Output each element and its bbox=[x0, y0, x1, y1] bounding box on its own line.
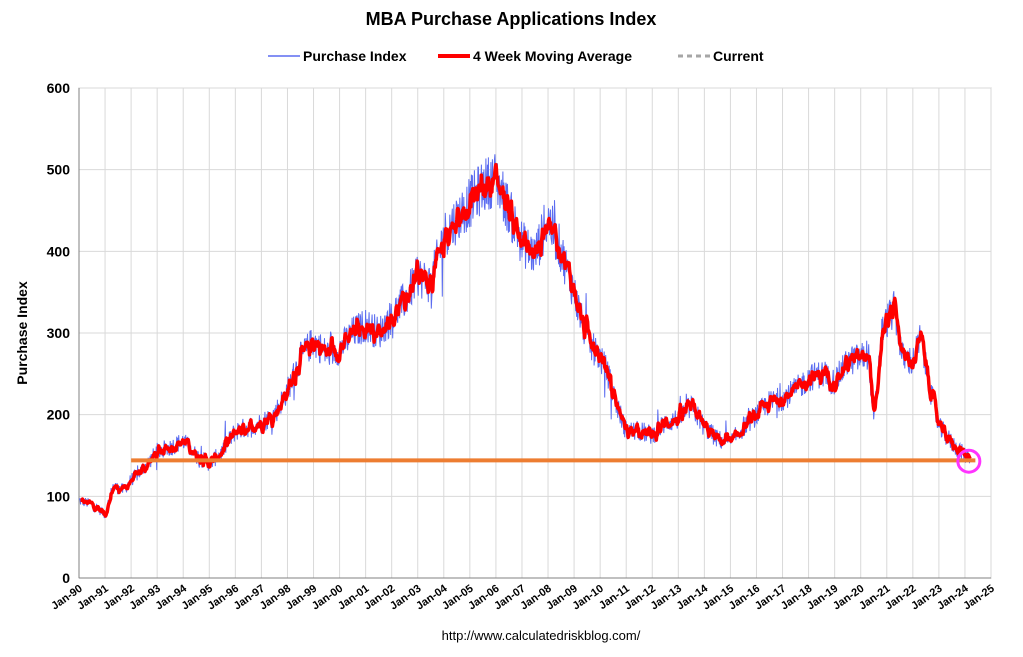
legend: Purchase Index 4 Week Moving Average Cur… bbox=[268, 48, 764, 64]
legend-label-moving-average: 4 Week Moving Average bbox=[473, 48, 632, 64]
current-value-highlight-circle bbox=[956, 448, 982, 474]
legend-label-purchase-index: Purchase Index bbox=[303, 48, 407, 64]
y-tick-label: 400 bbox=[47, 243, 71, 259]
y-axis: 0 100 200 300 400 500 600 bbox=[47, 80, 80, 586]
y-tick-label: 0 bbox=[62, 570, 70, 586]
y-tick-label: 500 bbox=[47, 162, 71, 178]
chart-title: MBA Purchase Applications Index bbox=[366, 9, 657, 29]
y-tick-label: 200 bbox=[47, 407, 71, 423]
source-url: http://www.calculatedriskblog.com/ bbox=[442, 628, 641, 643]
legend-label-current: Current bbox=[713, 48, 764, 64]
y-axis-label: Purchase Index bbox=[14, 281, 30, 385]
y-tick-label: 600 bbox=[47, 80, 71, 96]
annotation-layer bbox=[956, 448, 982, 474]
x-axis: Jan-90Jan-91Jan-92Jan-93Jan-94Jan-95Jan-… bbox=[49, 577, 997, 612]
y-tick-label: 300 bbox=[47, 325, 71, 341]
moving-average-line bbox=[79, 162, 972, 518]
series-layer bbox=[79, 162, 976, 518]
y-tick-label: 100 bbox=[47, 488, 71, 504]
